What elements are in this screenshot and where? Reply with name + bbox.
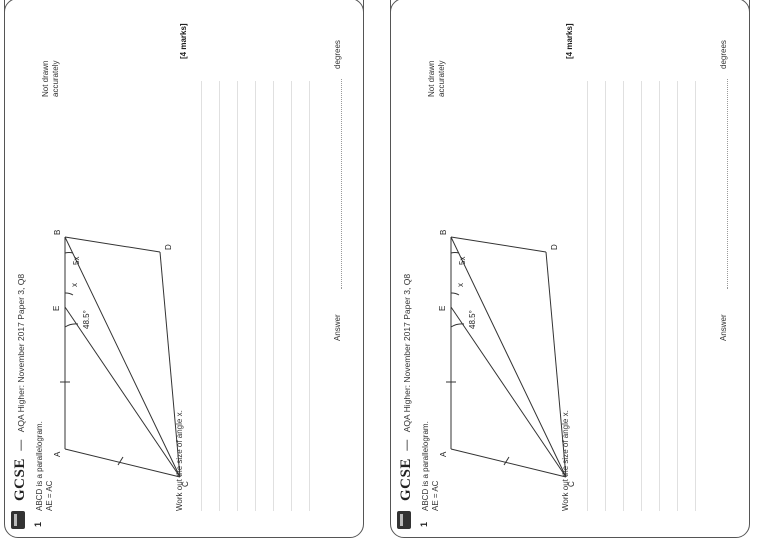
segment-bd — [450, 236, 547, 253]
worksheet-card: GCSE — AQA Higher: November 2017 Paper 3… — [390, 0, 750, 538]
marks-label: [4 marks] — [179, 23, 188, 59]
answer-line[interactable] — [341, 79, 342, 289]
working-line — [237, 81, 238, 511]
working-line — [623, 81, 624, 511]
vertex-d-label: D — [550, 244, 559, 250]
marks-label: [4 marks] — [565, 23, 574, 59]
point-e-label: E — [52, 306, 61, 311]
vertex-a-label: A — [439, 451, 448, 457]
angle-x-label: x — [456, 283, 465, 287]
vertex-a-label: A — [53, 451, 62, 457]
point-e-label: E — [438, 306, 447, 311]
angle-5x-label: 5x — [458, 257, 467, 265]
working-line — [255, 81, 256, 511]
angle-arc-48 — [450, 323, 465, 328]
angle-arc-5x — [64, 251, 74, 254]
working-line — [605, 81, 606, 511]
working-line — [309, 81, 310, 511]
vertex-b-label: B — [439, 230, 448, 235]
angle-arc-x — [64, 292, 74, 296]
working-line — [641, 81, 642, 511]
parallelogram-diagram: A B C D E x 5x 48.5° — [438, 230, 576, 487]
worksheet-card: GCSE — AQA Higher: November 2017 Paper 3… — [4, 0, 364, 538]
angle-arc-5x — [450, 251, 460, 254]
angle-48-label: 48.5° — [82, 310, 91, 329]
working-line — [219, 81, 220, 511]
work-out-instruction: Work out the size of angle x. — [175, 410, 184, 511]
vertex-c-label: C — [181, 481, 190, 487]
segment-ca — [64, 448, 181, 478]
vertex-b-label: B — [53, 230, 62, 235]
working-line — [201, 81, 202, 511]
vertex-d-label: D — [164, 244, 173, 250]
answer-line[interactable] — [727, 79, 728, 289]
working-line — [291, 81, 292, 511]
segment-ca — [450, 448, 567, 478]
working-line — [677, 81, 678, 511]
segment-ce — [64, 306, 181, 478]
angle-x-label: x — [70, 283, 79, 287]
answer-label: Answer — [333, 314, 342, 341]
segment-dc — [159, 251, 181, 478]
angle-arc-x — [450, 292, 460, 296]
answer-label: Answer — [719, 314, 728, 341]
work-out-instruction: Work out the size of angle x. — [561, 410, 570, 511]
angle-arc-48 — [64, 323, 79, 328]
angle-5x-label: 5x — [72, 257, 81, 265]
parallelogram-diagram: A B C D E x 5x 48.5° — [52, 230, 190, 487]
degrees-label: degrees — [333, 40, 342, 69]
tick-ac — [117, 456, 124, 466]
segment-ce — [450, 306, 567, 478]
tick-ac — [503, 456, 510, 466]
vertex-c-label: C — [567, 481, 576, 487]
angle-48-label: 48.5° — [468, 310, 477, 329]
working-line — [273, 81, 274, 511]
segment-cb — [64, 236, 181, 478]
segment-dc — [545, 251, 567, 478]
degrees-label: degrees — [719, 40, 728, 69]
working-line — [695, 81, 696, 511]
segment-cb — [450, 236, 567, 478]
working-line — [659, 81, 660, 511]
segment-bd — [64, 236, 161, 253]
working-line — [587, 81, 588, 511]
